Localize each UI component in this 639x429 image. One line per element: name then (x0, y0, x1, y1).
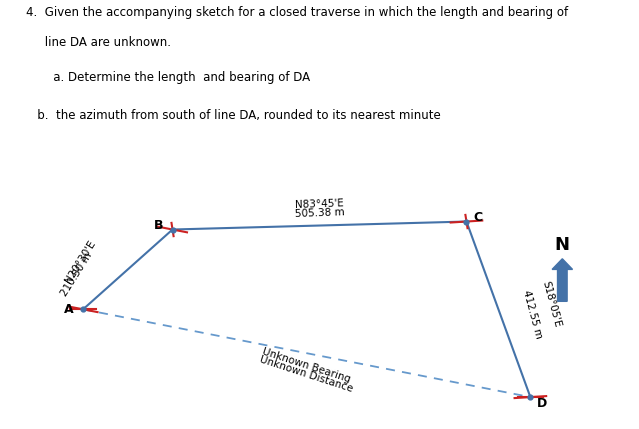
Text: N83°45'E: N83°45'E (295, 198, 344, 210)
Text: D: D (537, 397, 547, 410)
Text: 505.38 m: 505.38 m (295, 208, 344, 219)
Text: B: B (154, 219, 163, 232)
FancyArrow shape (552, 259, 573, 301)
Text: C: C (473, 211, 482, 224)
Text: b.  the azimuth from south of line DA, rounded to its nearest minute: b. the azimuth from south of line DA, ro… (26, 109, 440, 122)
Text: S18°05'E: S18°05'E (541, 280, 562, 328)
Text: N: N (555, 236, 570, 254)
Text: 412.55 m: 412.55 m (521, 289, 544, 340)
Text: Unknown Bearing: Unknown Bearing (261, 346, 352, 384)
Text: A: A (64, 303, 74, 316)
Text: line DA are unknown.: line DA are unknown. (26, 36, 171, 49)
Text: Unknown Distance: Unknown Distance (259, 355, 355, 394)
Text: N20°30'E: N20°30'E (63, 238, 97, 285)
Text: 4.  Given the accompanying sketch for a closed traverse in which the length and : 4. Given the accompanying sketch for a c… (26, 6, 567, 19)
Text: a. Determine the length  and bearing of DA: a. Determine the length and bearing of D… (42, 71, 310, 84)
Text: 210.50 m: 210.50 m (59, 251, 94, 299)
